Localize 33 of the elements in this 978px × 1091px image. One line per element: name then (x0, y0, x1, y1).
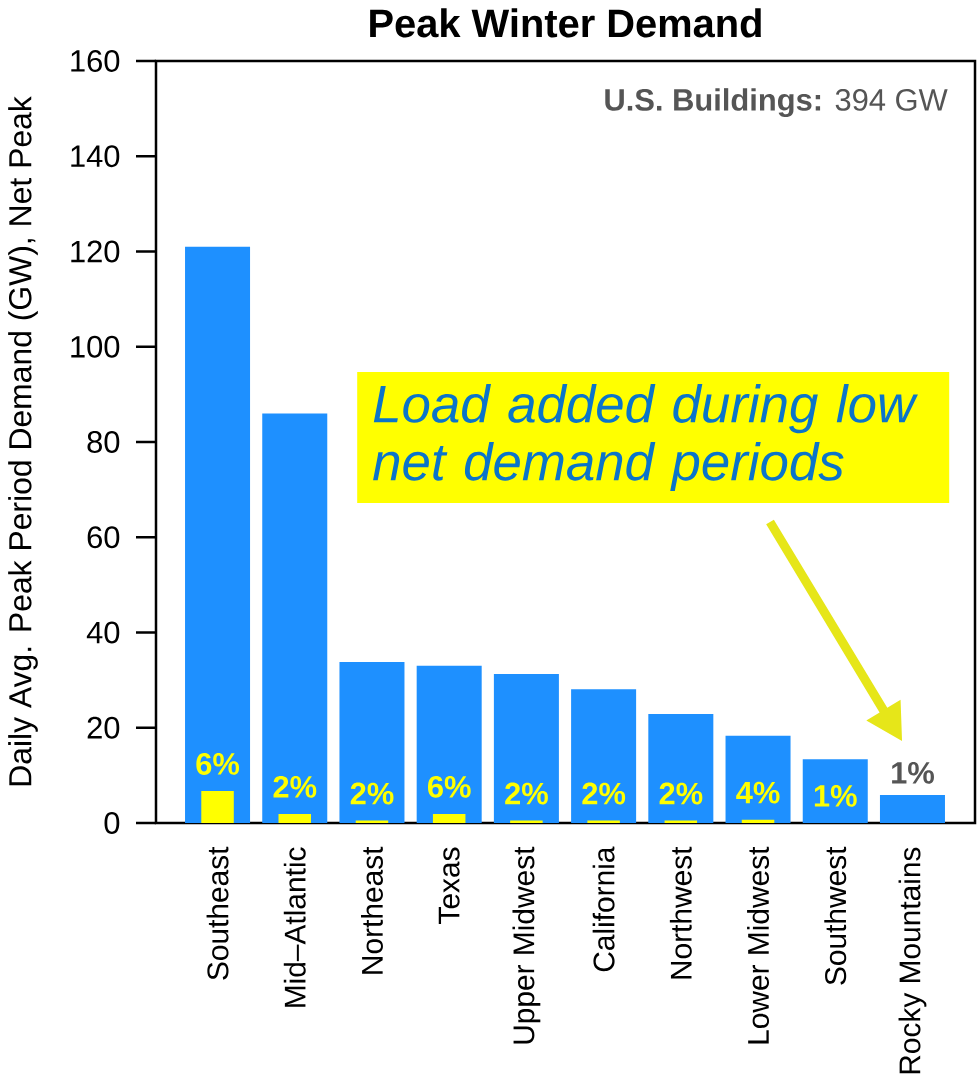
annotation: 1% (814, 785, 857, 807)
x-tick-label: Upper Midwest (512, 846, 541, 1044)
y-tick-label: 80 (87, 431, 120, 453)
chart-title: Peak Winter Demand (370, 8, 761, 38)
x-tick-label: Mid–Atlantic (283, 847, 306, 1007)
x-tick-label: Northeast (360, 846, 383, 974)
x-tick-label: Northwest (669, 846, 692, 979)
x-tick-label: Lower Midwest (747, 846, 770, 1044)
annotation: 6% (196, 753, 240, 775)
y-tick-label: 40 (86, 621, 120, 644)
y-tick-label: 60 (87, 526, 120, 549)
annotation: 2% (273, 775, 317, 798)
y-tick-label: 0 (104, 812, 120, 834)
annotation: 4% (736, 781, 780, 804)
x-tick-label: Southwest (824, 846, 847, 985)
y-tick-label: 100 (71, 335, 120, 358)
x-tick-label: Rocky Mountains (898, 847, 927, 1074)
y-tick-label: 20 (87, 716, 120, 739)
x-tick-label: California (592, 846, 615, 972)
y-tick-label: 120 (71, 240, 120, 263)
annotation: 1% (892, 761, 934, 784)
annotation: 2% (350, 782, 394, 805)
annotation: Load added during low net demand periods (373, 384, 918, 492)
annotation: 2% (582, 782, 626, 805)
x-tick-label: Southeast (206, 846, 229, 980)
annotation: U.S. Buildings: 394 GW (605, 88, 948, 118)
y-axis-title: Daily Avg. Peak Period Demand (GW), Net Peak (8, 96, 38, 786)
y-tick-label: 160 (71, 50, 120, 72)
annotation: 2% (505, 782, 548, 805)
annotation: 2% (659, 782, 703, 805)
annotation: 6% (427, 775, 471, 798)
x-tick-label: Texas (438, 847, 460, 924)
y-tick-label: 140 (71, 145, 120, 168)
